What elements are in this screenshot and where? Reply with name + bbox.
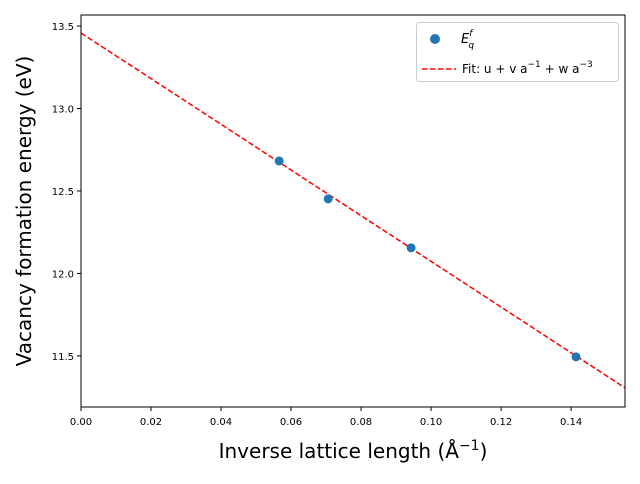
x-tick-label: 0.00 bbox=[70, 417, 92, 428]
x-tick-label: 0.12 bbox=[490, 417, 512, 428]
data-point bbox=[274, 156, 284, 166]
y-tick-label: 11.5 bbox=[52, 352, 74, 363]
data-point bbox=[571, 352, 581, 362]
x-tick-label: 0.06 bbox=[280, 417, 302, 428]
legend-fit-label: Fit: u + v a−1 + w a−3 bbox=[462, 60, 593, 76]
data-point bbox=[323, 194, 333, 204]
y-tick-label: 12.5 bbox=[52, 187, 74, 198]
x-tick-label: 0.04 bbox=[210, 417, 232, 428]
legend-scatter-label: Ef q bbox=[461, 29, 474, 51]
x-tick-label: 0.08 bbox=[350, 417, 372, 428]
legend: Ef q Fit: u + v a−1 + w a−3 bbox=[416, 22, 619, 82]
legend-scatter-marker bbox=[430, 34, 440, 44]
x-tick-label: 0.10 bbox=[420, 417, 442, 428]
y-axis-label: Vacancy formation energy (eV) bbox=[12, 56, 36, 367]
fit-line bbox=[80, 32, 626, 389]
legend-box bbox=[416, 22, 619, 82]
data-point bbox=[406, 243, 416, 253]
y-tick-label: 12.0 bbox=[52, 269, 74, 280]
x-tick-label: 0.14 bbox=[560, 417, 582, 428]
axes-frame bbox=[80, 14, 626, 408]
y-tick-label: 13.5 bbox=[52, 22, 74, 33]
x-axis-label: Inverse lattice length (Å−1) bbox=[219, 438, 488, 463]
x-tick-label: 0.02 bbox=[140, 417, 162, 428]
y-tick-label: 13.0 bbox=[52, 105, 74, 116]
